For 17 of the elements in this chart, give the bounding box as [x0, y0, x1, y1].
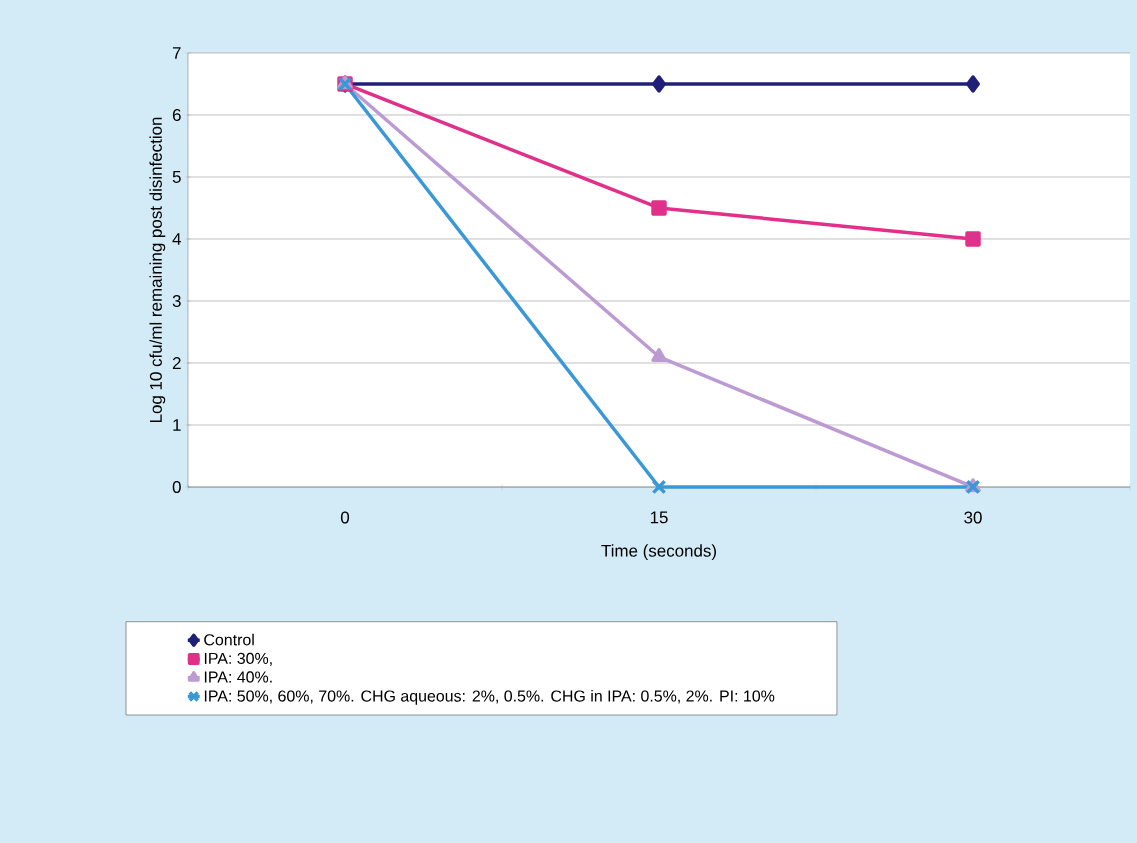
- x-tick-label: 15: [650, 511, 668, 524]
- legend-label: Control: [204, 633, 254, 646]
- x-tick-label: 30: [964, 511, 982, 524]
- legend-label: IPA: 50%, 60%, 70%. CHG aqueous: 2%, 0.5%. CHG in IPA: 0.5%, 2%. PI: 10%: [204, 689, 775, 705]
- y-tick-label: 7: [172, 47, 181, 59]
- x-axis-title: Time (seconds): [601, 544, 716, 561]
- y-tick-label: 5: [172, 171, 181, 183]
- y-tick-label: 0: [172, 480, 181, 493]
- y-axis-title: Log 10 cfu/ml remaining post disinfection: [149, 117, 166, 423]
- y-tick-label: 2: [172, 357, 181, 369]
- y-tick-label: 4: [172, 233, 181, 245]
- legend-label: IPA: 40%.: [204, 671, 272, 683]
- x-tick-label: 0: [340, 511, 350, 524]
- y-tick-label: 6: [172, 108, 181, 121]
- legend-label: IPA: 30%,: [204, 652, 272, 666]
- y-tick-label: 3: [172, 294, 181, 307]
- y-tick-label: 1: [173, 419, 181, 431]
